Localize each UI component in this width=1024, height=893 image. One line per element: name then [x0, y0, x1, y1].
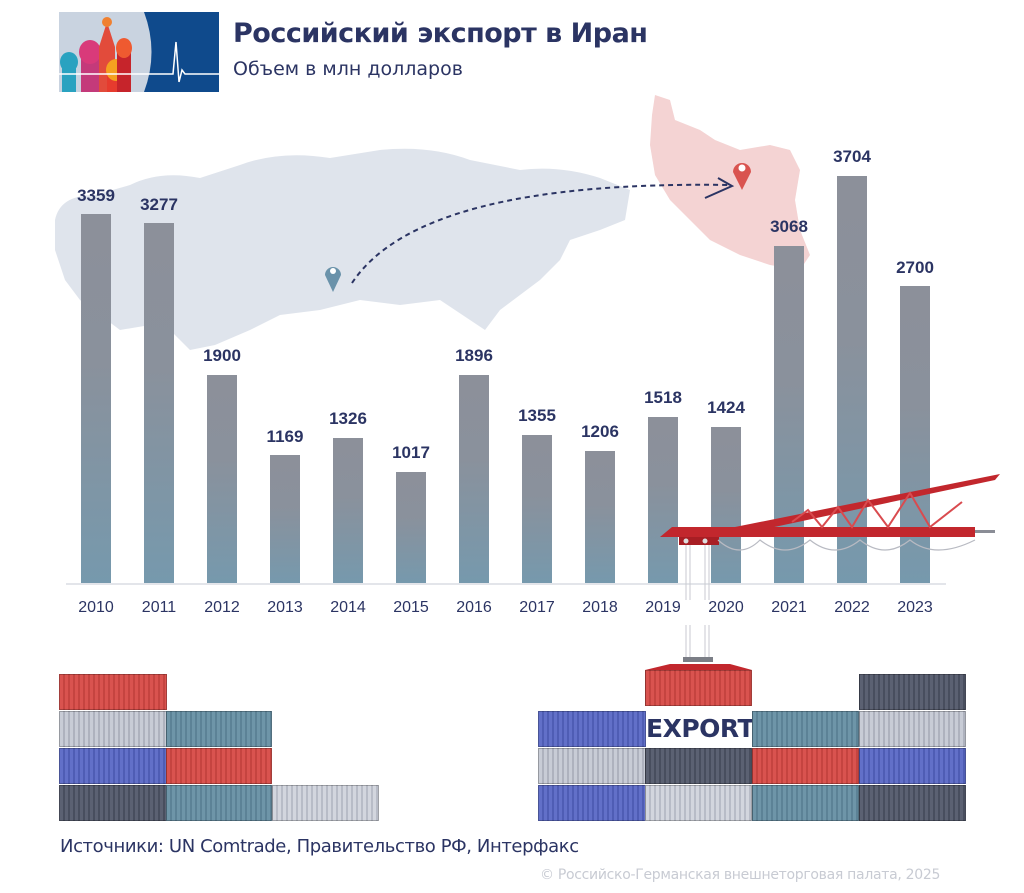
kremlin-heartbeat-logo-icon — [59, 12, 219, 92]
bar-2017 — [522, 435, 552, 583]
container-blue — [59, 748, 167, 784]
x-axis-line — [66, 583, 946, 585]
russia-map-shape — [55, 148, 630, 350]
x-tick-label: 2017 — [519, 599, 555, 616]
value-label: 1206 — [581, 422, 619, 441]
container-grey — [538, 748, 646, 784]
bar-2013 — [270, 455, 300, 583]
container-dark — [859, 785, 966, 821]
x-tick-label: 2012 — [204, 599, 240, 616]
x-tick-label: 2023 — [897, 599, 933, 616]
bar-2018 — [585, 451, 615, 583]
sources-note: Источники: UN Comtrade, Правительство РФ… — [60, 836, 579, 857]
value-label: 1900 — [203, 346, 241, 365]
container-grey — [272, 785, 379, 821]
container-grey — [859, 711, 966, 747]
copyright: © Российско-Германская внешнеторговая па… — [540, 867, 941, 883]
logo — [59, 12, 219, 92]
container-red — [166, 748, 272, 784]
value-label: 3277 — [140, 195, 178, 214]
page-subtitle: Объем в млн долларов — [233, 58, 463, 80]
bar-2015 — [396, 472, 426, 583]
container-teal — [752, 711, 859, 747]
bar-2023 — [900, 286, 930, 583]
bar-2020 — [711, 427, 741, 583]
value-label: 3359 — [77, 186, 115, 205]
container-blue — [538, 785, 646, 821]
bar-2014 — [333, 438, 363, 583]
container-dark — [59, 785, 167, 821]
x-tick-label: 2022 — [834, 599, 870, 616]
value-label: 2700 — [896, 258, 934, 277]
bar-2012 — [207, 375, 237, 583]
x-tick-label: 2013 — [267, 599, 303, 616]
value-label: 1424 — [707, 398, 745, 417]
x-tick-label: 2020 — [708, 599, 744, 616]
container-teal — [166, 785, 272, 821]
value-label: 1518 — [644, 388, 682, 407]
container-red — [59, 674, 167, 710]
bar-2021 — [774, 246, 804, 583]
arrowhead-icon — [704, 177, 735, 199]
container-blue — [859, 748, 966, 784]
bar-2016 — [459, 375, 489, 583]
container-dark — [859, 674, 966, 710]
bar-2019 — [648, 417, 678, 583]
value-label: 3704 — [833, 147, 871, 166]
value-label: 1169 — [266, 427, 304, 446]
x-tick-label: 2011 — [141, 599, 177, 616]
route-arrow — [351, 183, 731, 284]
container-red — [645, 670, 752, 706]
container-teal — [752, 785, 859, 821]
x-tick-label: 2015 — [393, 599, 429, 616]
value-label: 1017 — [392, 443, 430, 462]
x-tick-label: 2019 — [645, 599, 681, 616]
bar-2011 — [144, 223, 174, 583]
page-title: Российский экспорт в Иран — [233, 18, 648, 49]
value-label: 1326 — [329, 409, 367, 428]
container-blue — [538, 711, 646, 747]
container-grey — [59, 711, 167, 747]
container-teal — [166, 711, 272, 747]
iran-map-shape — [650, 95, 810, 270]
export-label: EXPORT — [646, 711, 755, 747]
container-grey — [645, 785, 752, 821]
bar-2010 — [81, 214, 111, 583]
x-tick-label: 2016 — [456, 599, 492, 616]
container-red — [752, 748, 859, 784]
value-label: 1896 — [455, 346, 493, 365]
bar-2022 — [837, 176, 867, 583]
iran-pin-icon — [733, 163, 751, 190]
container-dark — [645, 748, 752, 784]
x-tick-label: 2010 — [78, 599, 114, 616]
x-tick-label: 2018 — [582, 599, 618, 616]
x-tick-label: 2014 — [330, 599, 366, 616]
value-label: 1355 — [518, 406, 556, 425]
value-label: 3068 — [770, 217, 808, 236]
x-tick-label: 2021 — [771, 599, 807, 616]
russia-pin-icon — [325, 267, 341, 292]
